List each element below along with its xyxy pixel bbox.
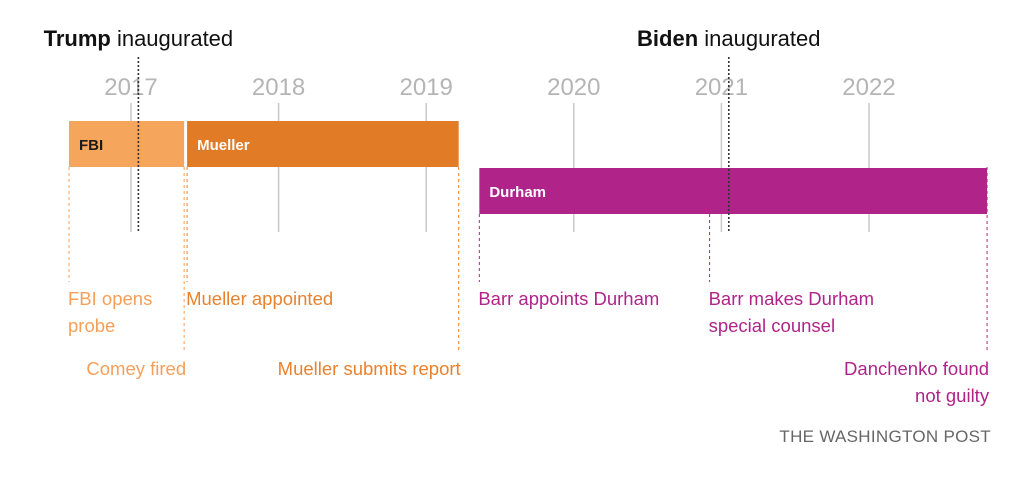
event-label-line: Danchenko found <box>844 358 989 379</box>
bar-fbi <box>69 121 185 167</box>
inauguration-text: inaugurated <box>111 26 233 51</box>
bar-label: Durham <box>489 184 546 201</box>
year-tick-label: 2017 <box>104 74 157 101</box>
inauguration-label: Biden inaugurated <box>637 26 820 51</box>
event-label-line: Mueller appointed <box>186 288 333 309</box>
event-label-line: Barr appoints Durham <box>478 288 659 309</box>
event-label: Mueller appointed <box>186 288 333 309</box>
year-tick-label: 2018 <box>252 74 305 101</box>
event-label: Barr makes Durham special counsel <box>709 288 875 336</box>
inauguration-text: inaugurated <box>698 26 820 51</box>
event-label: Barr appoints Durham <box>478 288 659 309</box>
event-label-line: FBI opens <box>68 288 152 309</box>
event-label-line: special counsel <box>709 315 836 336</box>
bar-label: Mueller <box>197 137 250 154</box>
year-tick-label: 2021 <box>695 74 748 101</box>
event-label: FBI opens probe <box>68 288 152 336</box>
event-label: Danchenko found not guilty <box>844 358 990 406</box>
inauguration-label: Trump inaugurated <box>44 26 234 51</box>
inauguration-name: Biden <box>637 26 698 51</box>
event-label: Mueller submits report <box>278 358 461 379</box>
inauguration-name: Trump <box>44 26 111 51</box>
bar-label: FBI <box>79 137 103 154</box>
bar-mueller <box>187 121 459 167</box>
event-label-line: probe <box>68 315 115 336</box>
event-label-line: Barr makes Durham <box>709 288 875 309</box>
event-label-line: Comey fired <box>86 358 186 379</box>
year-tick-label: 2020 <box>547 74 600 101</box>
event-label-line: Mueller submits report <box>278 358 461 379</box>
source-credit: THE WASHINGTON POST <box>779 427 991 446</box>
year-tick-label: 2022 <box>842 74 895 101</box>
event-label-line: not guilty <box>915 385 990 406</box>
year-tick-label: 2019 <box>400 74 453 101</box>
bar-durham <box>479 168 988 214</box>
event-label: Comey fired <box>86 358 186 379</box>
